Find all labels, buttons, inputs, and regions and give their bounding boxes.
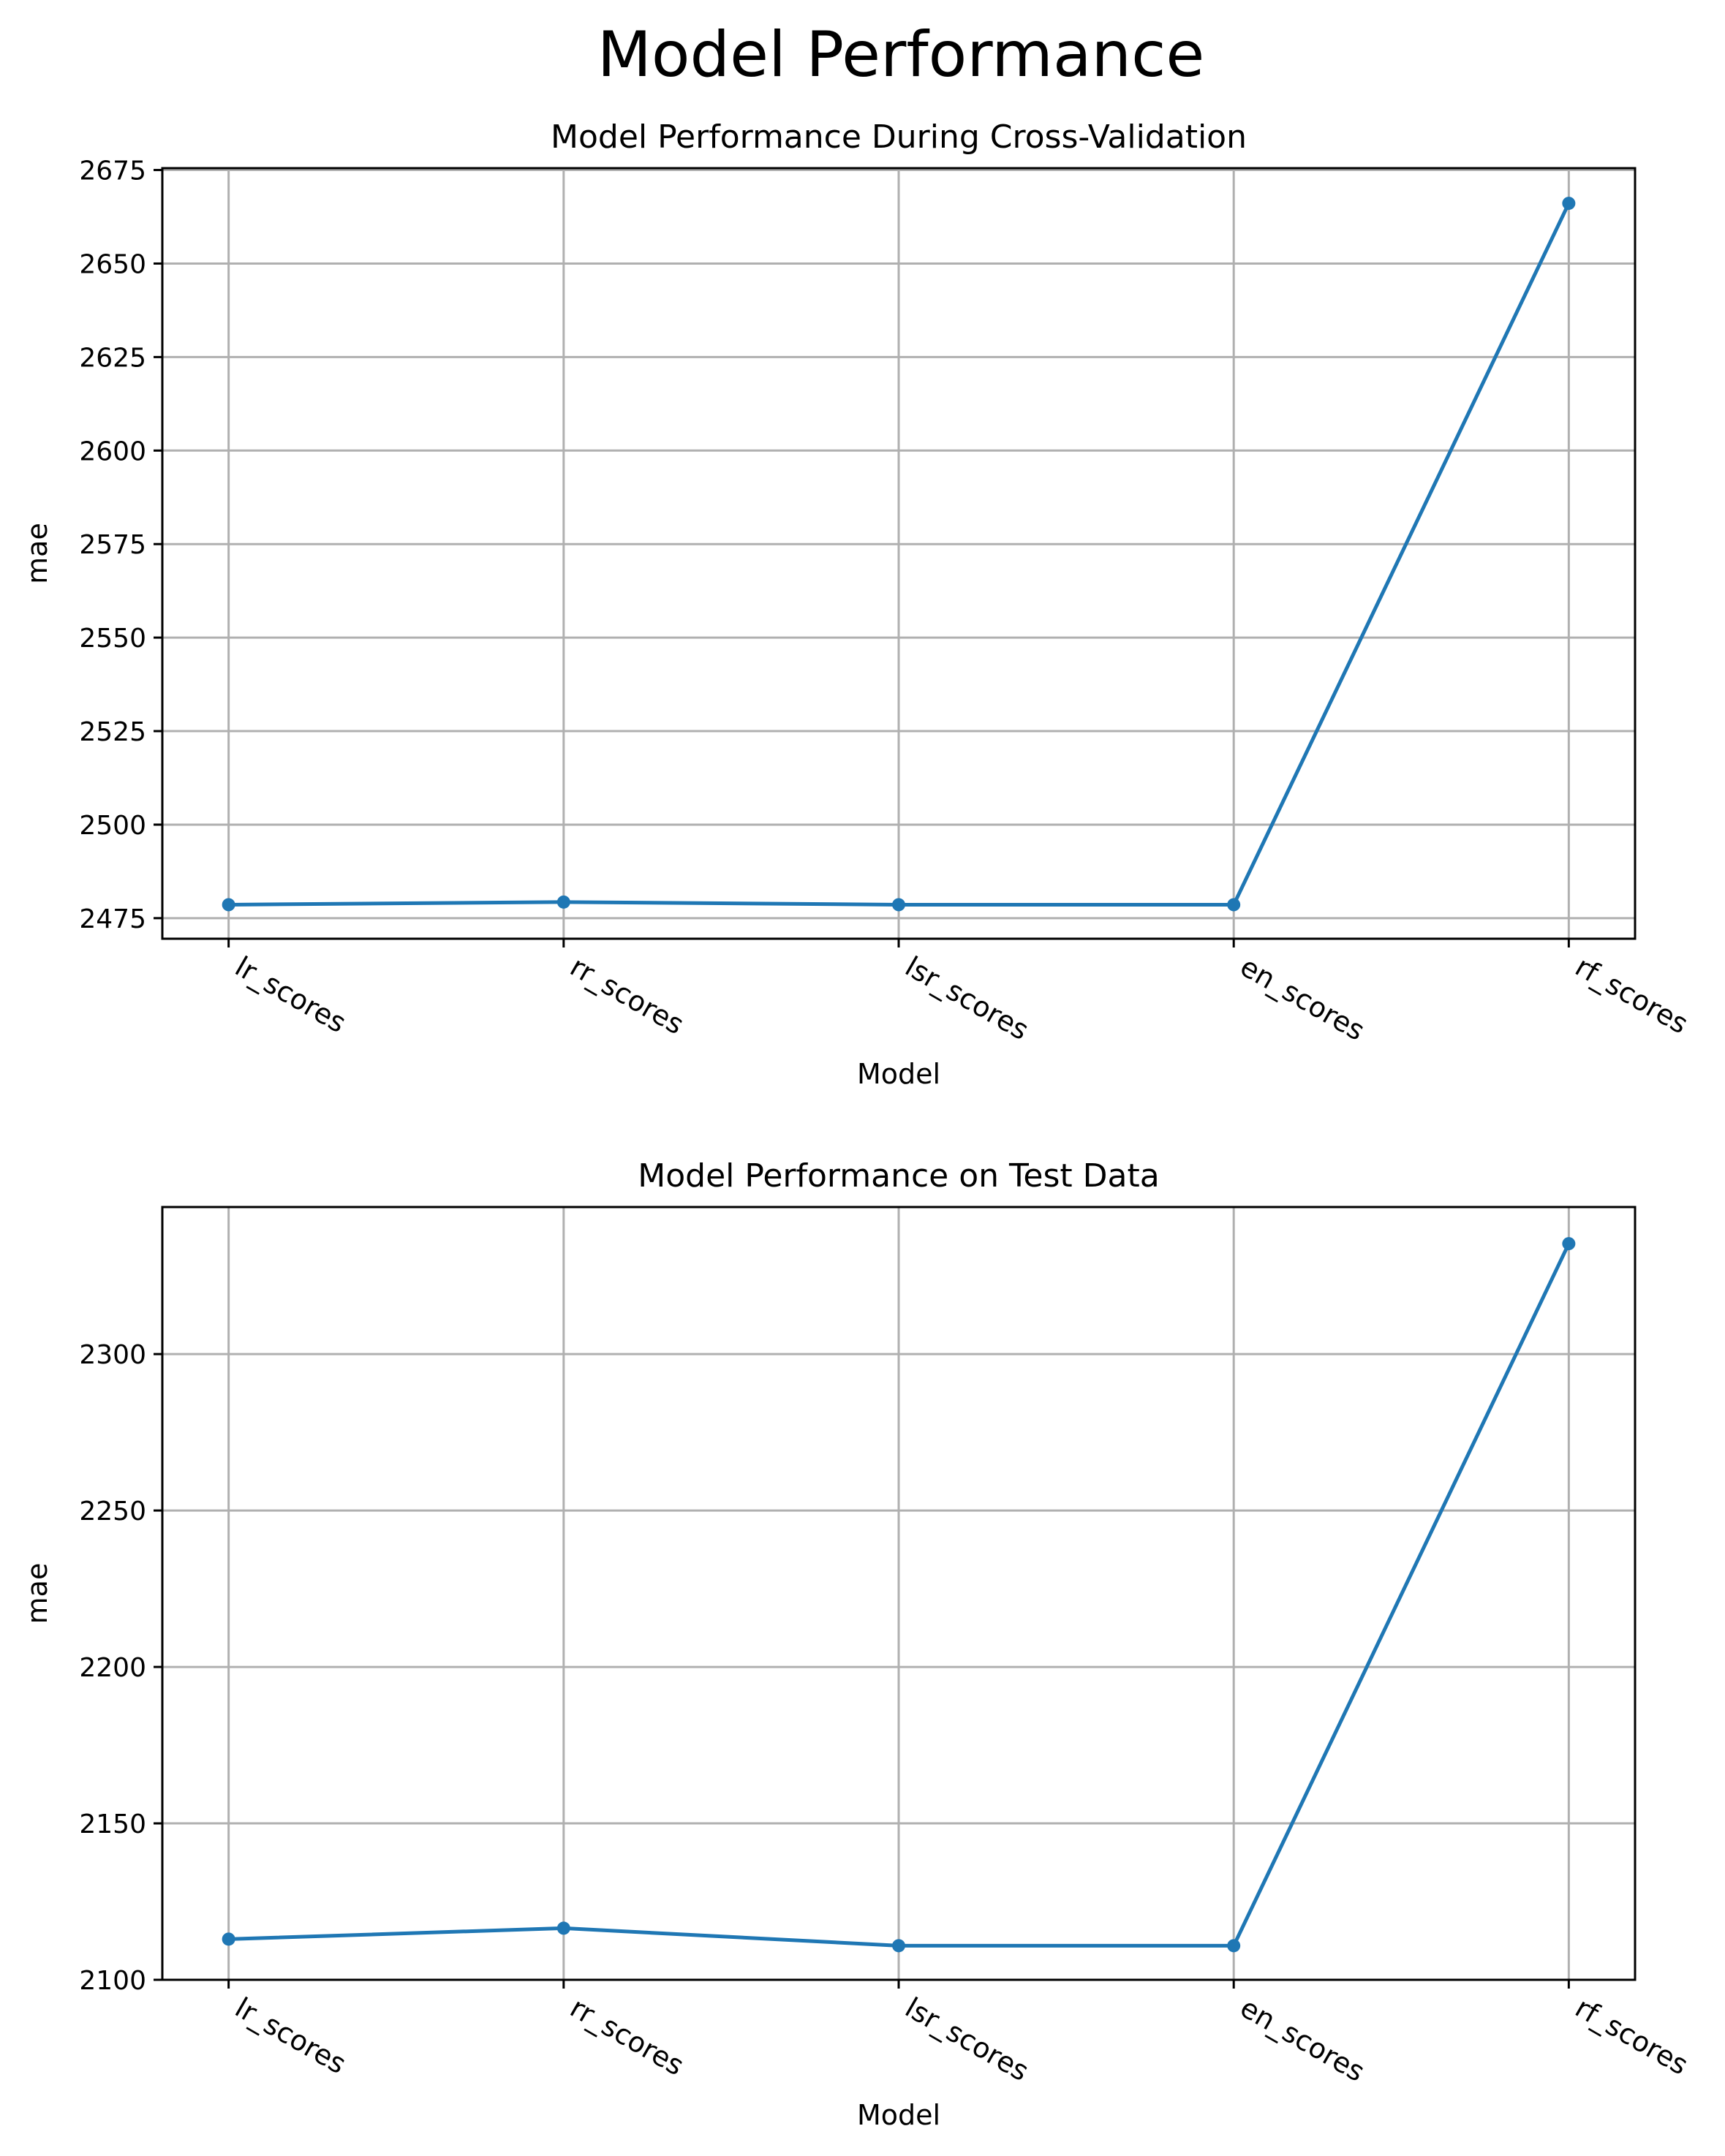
data-point: [556, 895, 570, 909]
y-tick-label: 2600: [79, 436, 146, 466]
y-tick-label: 2100: [79, 1966, 146, 1996]
x-axis-label: Model: [857, 2099, 940, 2131]
y-tick-label: 2525: [79, 717, 146, 747]
x-tick-label: rr_scores: [565, 1992, 690, 2082]
x-tick-label: en_scores: [1235, 950, 1370, 1047]
chart-title: Model Performance During Cross-Validatio…: [551, 118, 1247, 156]
chart-1: Model Performance During Cross-Validatio…: [21, 118, 1694, 1090]
x-tick-label: lr_scores: [230, 1992, 352, 2081]
data-point: [1562, 197, 1576, 211]
data-point: [1227, 898, 1241, 912]
x-tick-label: lsr_scores: [900, 1992, 1035, 2088]
data-point: [1227, 1939, 1241, 1953]
y-tick-label: 2200: [79, 1653, 146, 1683]
data-point: [222, 1932, 235, 1946]
axes-frame: [161, 1206, 1637, 1981]
figure-title: Model Performance: [597, 18, 1205, 91]
x-tick-label: en_scores: [1235, 1992, 1370, 2088]
y-tick-label: 2475: [79, 904, 146, 934]
data-point: [556, 1921, 570, 1935]
x-tick-label: lsr_scores: [900, 950, 1035, 1047]
data-point: [222, 898, 235, 912]
y-tick-label: 2250: [79, 1497, 146, 1527]
y-tick-label: 2300: [79, 1340, 146, 1370]
x-tick-label: lr_scores: [230, 950, 352, 1040]
x-tick-label: rf_scores: [1570, 1992, 1694, 2081]
chart-title: Model Performance on Test Data: [638, 1157, 1159, 1195]
data-point: [892, 898, 905, 912]
x-tick-label: rr_scores: [565, 950, 690, 1041]
y-tick-label: 2650: [79, 249, 146, 279]
y-tick-label: 2675: [79, 156, 146, 186]
data-point: [1562, 1237, 1576, 1251]
y-tick-label: 2150: [79, 1809, 146, 1839]
y-tick-label: 2575: [79, 530, 146, 560]
y-axis-label: mae: [21, 1563, 53, 1624]
x-axis-label: Model: [857, 1058, 940, 1090]
y-tick-label: 2500: [79, 811, 146, 841]
axes-frame: [161, 167, 1637, 940]
chart-2: Model Performance on Test Data 2100 2150 22…: [21, 1157, 1694, 2131]
x-tick-label: rf_scores: [1570, 950, 1694, 1040]
y-tick-label: 2625: [79, 343, 146, 373]
data-point: [892, 1939, 905, 1953]
y-tick-label: 2550: [79, 624, 146, 654]
y-axis-label: mae: [21, 523, 53, 584]
